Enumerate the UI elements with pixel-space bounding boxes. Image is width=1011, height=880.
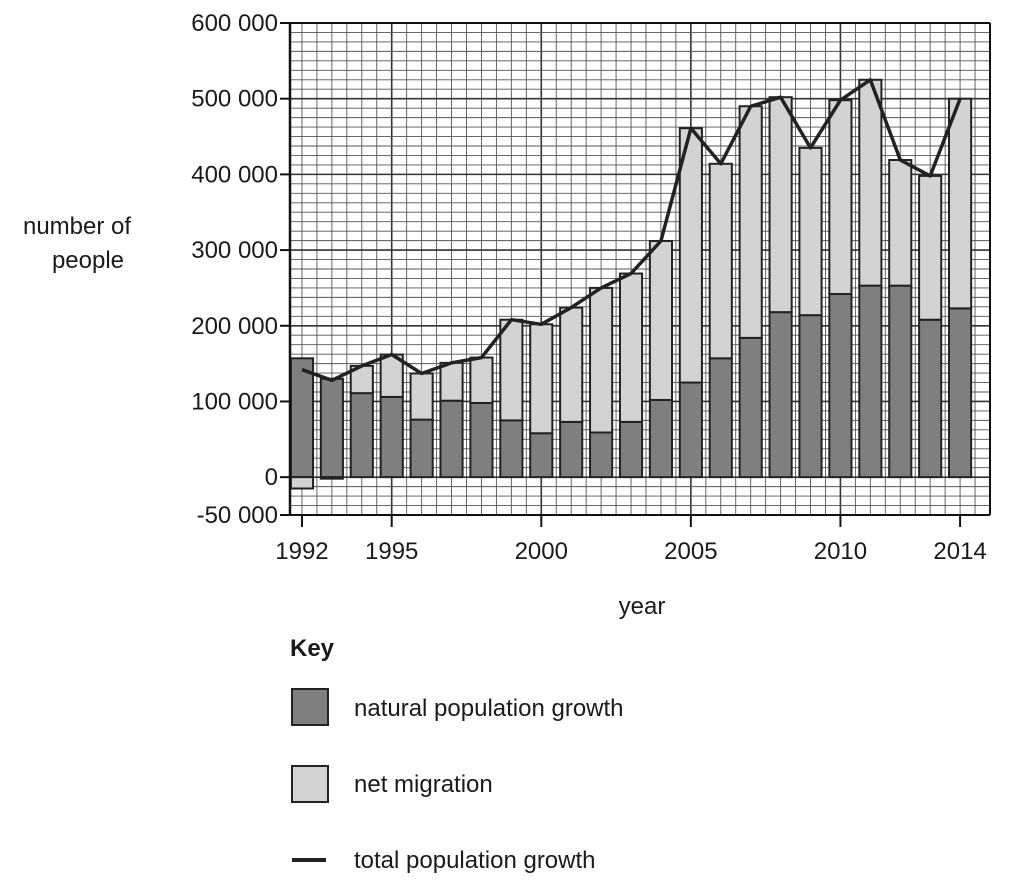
bar-migration-2005 xyxy=(678,127,703,384)
legend-label-migration: net migration xyxy=(354,771,493,798)
bar-migration-2004 xyxy=(648,239,674,401)
legend-swatch-natural xyxy=(291,688,329,726)
bar-natural-1992 xyxy=(289,357,315,479)
y-tick-label: 500 000 xyxy=(191,86,278,113)
bar-natural-2008 xyxy=(768,311,793,479)
bar-natural-2004 xyxy=(648,398,674,479)
x-tick-label: 2005 xyxy=(664,538,717,565)
bar-natural-2013 xyxy=(918,318,943,479)
legend-label-natural: natural population growth xyxy=(354,695,624,722)
bar-migration-2001 xyxy=(559,306,584,423)
y-tick-label: -50 000 xyxy=(197,502,278,529)
bar-migration-1999 xyxy=(499,318,524,422)
bar-migration-1996 xyxy=(409,372,434,421)
y-tick-label: 300 000 xyxy=(191,237,278,264)
bar-natural-1997 xyxy=(439,399,464,479)
y-tick-label: 400 000 xyxy=(191,161,278,188)
bar-migration-2002 xyxy=(589,286,614,434)
y-tick-label: 600 000 xyxy=(191,10,278,37)
y-tick-labels: -50 000 0 100 000 200 000 300 000 400 000 500 … xyxy=(191,10,290,529)
legend-title: Key xyxy=(290,635,335,662)
x-axis-label: year xyxy=(619,593,666,620)
bar-natural-2011 xyxy=(858,284,883,479)
x-tick-labels: 1992 1995 2000 2005 2010 2014 xyxy=(275,515,987,565)
bar-migration-2013 xyxy=(918,174,943,321)
bar-migration-2014 xyxy=(948,97,973,310)
total-population-line xyxy=(301,78,962,383)
bar-migration-1993 xyxy=(319,476,344,480)
x-tick-label: 1995 xyxy=(365,538,418,565)
bar-natural-1993 xyxy=(319,377,344,479)
bar-natural-1995 xyxy=(379,395,404,479)
x-tick-label: 2010 xyxy=(814,538,867,565)
bar-natural-1998 xyxy=(469,401,494,479)
bar-natural-2009 xyxy=(798,314,823,479)
bar-natural-1994 xyxy=(349,392,374,479)
bar-natural-2002 xyxy=(589,431,614,479)
bar-natural-1999 xyxy=(499,419,524,479)
axes xyxy=(288,22,991,516)
bar-migration-1997 xyxy=(439,361,464,402)
bar-migration-2003 xyxy=(618,272,644,423)
y-tick-label: 200 000 xyxy=(191,313,278,340)
x-tick-label: 2014 xyxy=(933,538,986,565)
legend-swatch-migration xyxy=(291,765,329,803)
bar-natural-2003 xyxy=(618,420,644,479)
bar-natural-2005 xyxy=(678,381,703,479)
y-tick-label: 0 xyxy=(265,464,278,491)
bar-migration-2011 xyxy=(858,78,883,287)
x-tick-label: 2000 xyxy=(515,538,568,565)
bar-natural-1996 xyxy=(409,418,434,479)
bar-migration-1998 xyxy=(469,356,494,404)
bar-natural-2000 xyxy=(529,432,554,479)
bar-migration-2009 xyxy=(798,146,823,317)
y-axis-label-line-1: number of xyxy=(23,213,131,240)
x-tick-label: 1992 xyxy=(275,538,328,565)
bar-migration-2006 xyxy=(708,162,733,360)
legend-label-total: total population growth xyxy=(354,847,596,874)
bar-natural-2006 xyxy=(708,357,733,479)
bar-migration-2000 xyxy=(529,323,554,435)
legend: Key natural population growth net migrat… xyxy=(290,635,624,874)
bar-natural-2012 xyxy=(888,284,913,479)
bar-migration-2008 xyxy=(768,96,793,314)
bar-migration-2010 xyxy=(828,99,853,295)
bar-migration-2007 xyxy=(738,105,763,339)
y-tick-label: 100 000 xyxy=(191,388,278,415)
bar-natural-2010 xyxy=(828,292,853,479)
y-axis-label-line-2: people xyxy=(52,247,124,274)
bar-migration-2012 xyxy=(888,159,913,287)
bar-natural-2014 xyxy=(948,307,973,479)
bar-migration-1992 xyxy=(289,476,315,490)
bar-natural-2007 xyxy=(738,336,763,479)
bar-natural-2001 xyxy=(559,420,584,479)
bars xyxy=(289,78,973,490)
